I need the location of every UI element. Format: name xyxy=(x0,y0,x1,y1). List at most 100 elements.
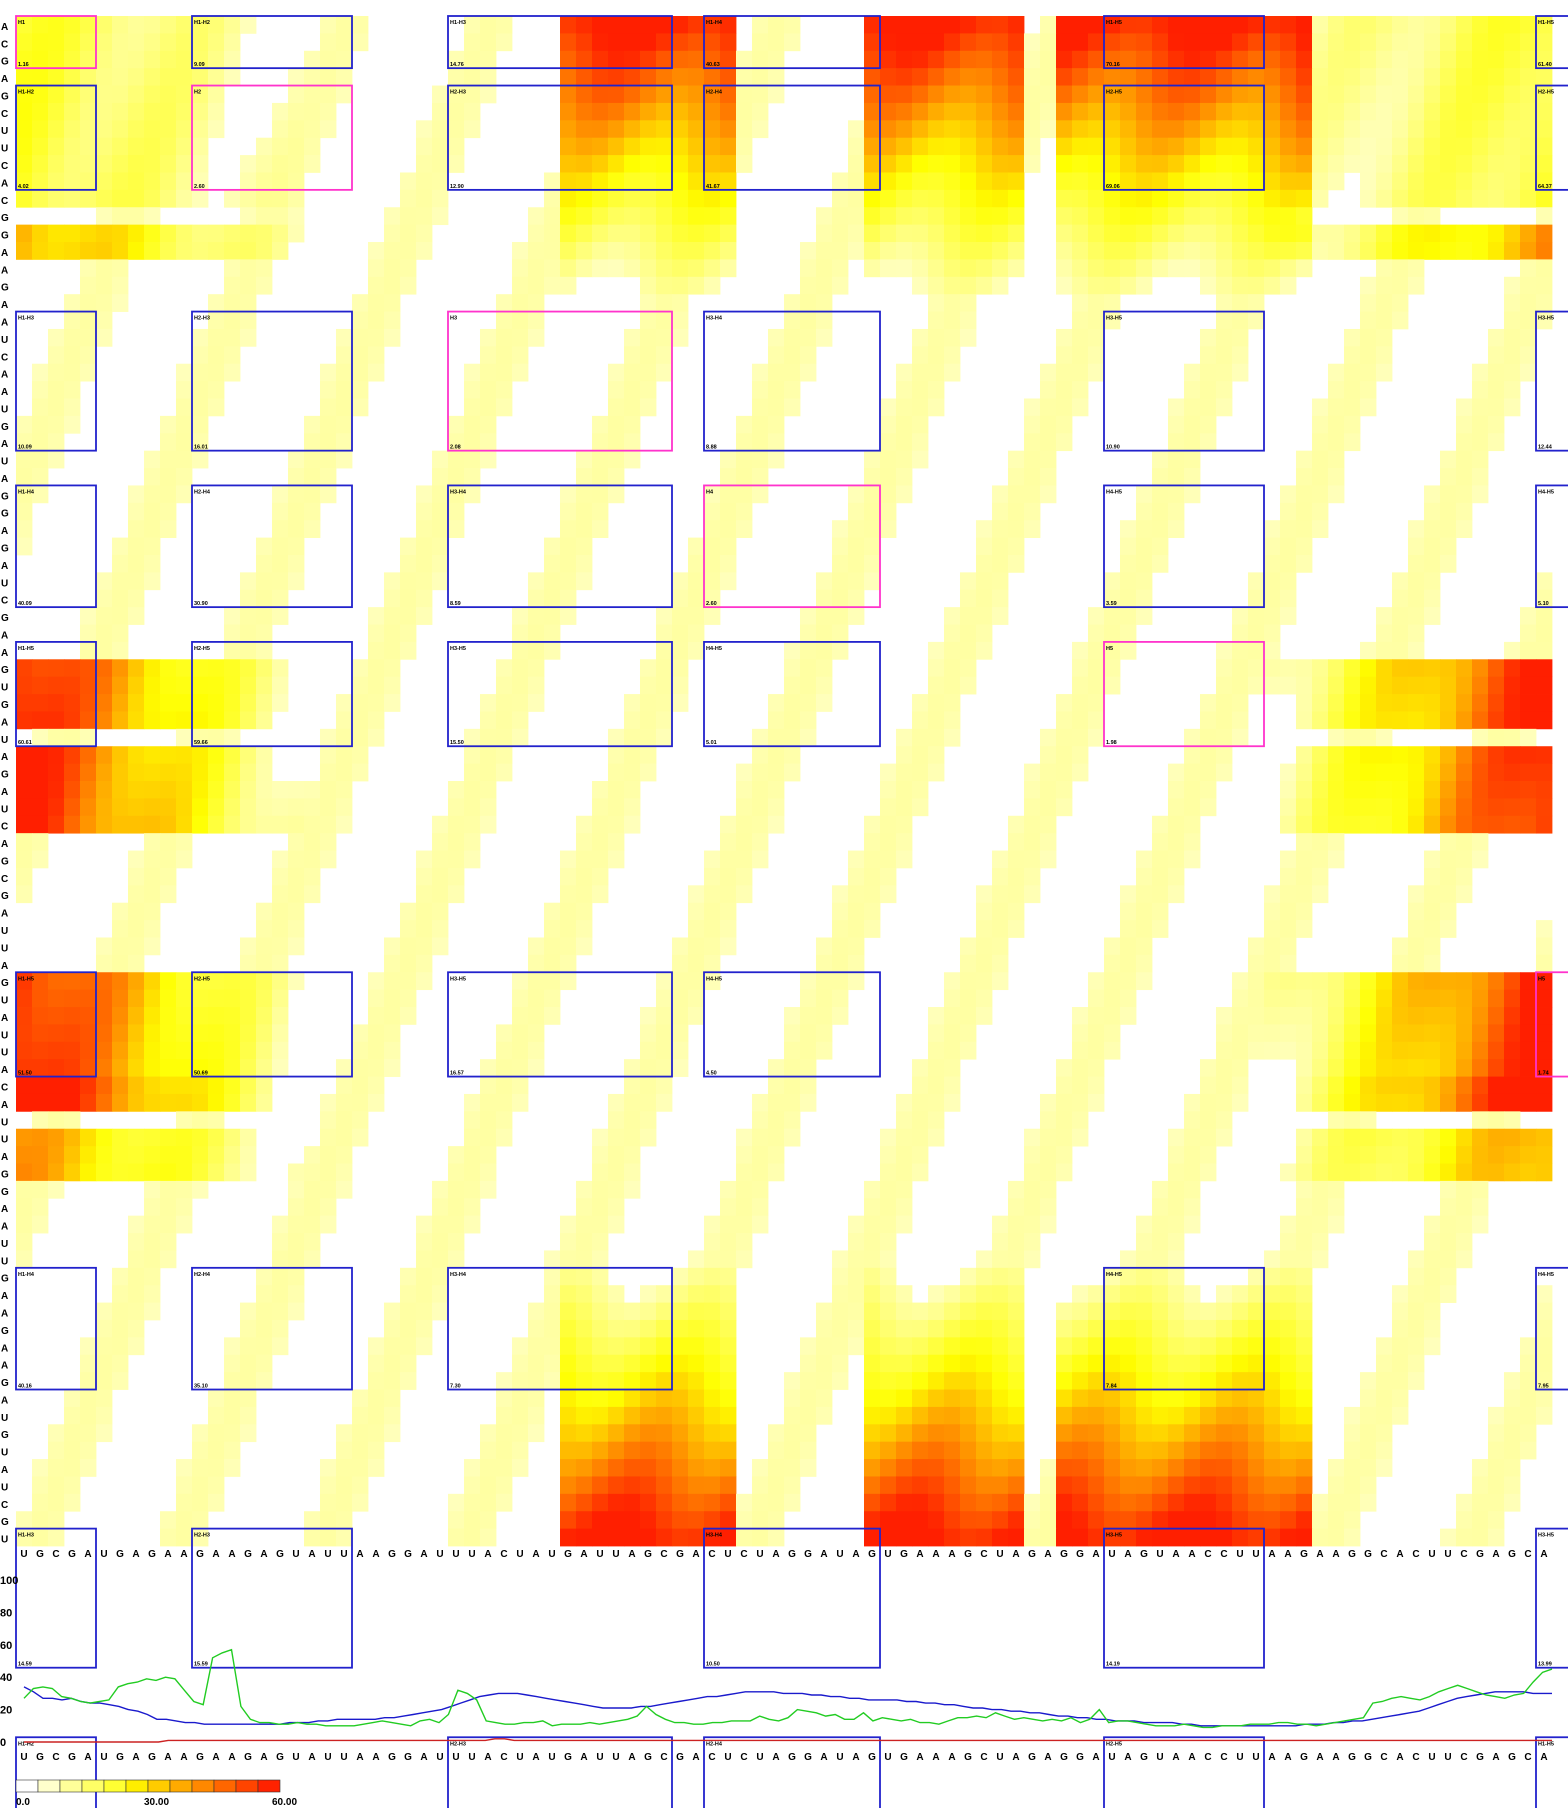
heat-cell xyxy=(624,138,640,156)
heat-cell xyxy=(240,590,256,608)
heat-cell xyxy=(992,242,1008,260)
heat-cell xyxy=(224,694,240,712)
heat-cell xyxy=(1040,416,1056,434)
heat-cell xyxy=(1136,1303,1152,1321)
heat-cell xyxy=(1424,659,1440,677)
heat-cell xyxy=(1344,764,1360,782)
heat-cell xyxy=(1440,1059,1456,1077)
heat-cell xyxy=(768,1459,784,1477)
heat-cell xyxy=(1232,729,1248,747)
heat-cell xyxy=(96,798,112,816)
heat-cell xyxy=(976,259,992,277)
heat-cell xyxy=(576,1268,592,1286)
heat-cell xyxy=(944,711,960,729)
heat-cell xyxy=(160,1094,176,1112)
heat-cell xyxy=(720,485,736,503)
heat-cell xyxy=(528,659,544,677)
heat-cell xyxy=(352,364,368,382)
heat-cell xyxy=(384,1424,400,1442)
heat-cell xyxy=(112,86,128,104)
heat-cell xyxy=(128,711,144,729)
heat-cell xyxy=(1296,764,1312,782)
heat-cell xyxy=(1072,1111,1088,1129)
heat-cell xyxy=(928,1042,944,1060)
heat-cell xyxy=(1280,572,1296,590)
heat-cell xyxy=(1056,729,1072,747)
heat-cell xyxy=(928,242,944,260)
heat-cell xyxy=(656,16,672,34)
heat-cell xyxy=(1120,937,1136,955)
heat-cell xyxy=(368,659,384,677)
heat-cell xyxy=(192,1007,208,1025)
heat-cell xyxy=(80,746,96,764)
heat-cell xyxy=(768,1094,784,1112)
heat-cell xyxy=(1424,851,1440,869)
heat-cell xyxy=(144,1181,160,1199)
heat-cell xyxy=(448,1216,464,1234)
heat-cell xyxy=(1296,225,1312,243)
helix-block-label: H3 xyxy=(450,316,457,322)
heat-cell xyxy=(1104,1303,1120,1321)
heat-cell xyxy=(1328,138,1344,156)
heat-cell xyxy=(880,1390,896,1408)
heat-cell xyxy=(320,86,336,104)
heat-cell xyxy=(512,1372,528,1390)
heat-cell xyxy=(256,1059,272,1077)
heat-cell xyxy=(224,259,240,277)
heat-cell xyxy=(1088,1007,1104,1025)
heat-cell xyxy=(704,138,720,156)
heat-cell xyxy=(960,172,976,190)
heat-cell xyxy=(1216,1007,1232,1025)
column-sequence-letter: U xyxy=(884,1549,891,1560)
heat-cell xyxy=(880,451,896,469)
heat-cell xyxy=(32,1129,48,1147)
heat-cell xyxy=(592,207,608,225)
heat-cell xyxy=(576,1442,592,1460)
heat-cell xyxy=(768,364,784,382)
heat-cell xyxy=(624,1181,640,1199)
heat-cell xyxy=(1168,781,1184,799)
heat-cell xyxy=(1248,990,1264,1008)
heat-cell xyxy=(1136,277,1152,295)
heat-cell xyxy=(896,1442,912,1460)
column-sequence-letter: G xyxy=(68,1549,76,1560)
heat-cell xyxy=(80,798,96,816)
heat-cell xyxy=(80,86,96,104)
heat-cell xyxy=(688,1372,704,1390)
heat-cell xyxy=(96,1059,112,1077)
heat-cell xyxy=(736,816,752,834)
heat-cell xyxy=(928,381,944,399)
heat-cell xyxy=(400,1337,416,1355)
heat-cell xyxy=(656,138,672,156)
heat-cell xyxy=(960,590,976,608)
heat-cell xyxy=(144,1216,160,1234)
heat-cell xyxy=(144,972,160,990)
heat-cell xyxy=(128,1337,144,1355)
heat-cell xyxy=(1344,1494,1360,1512)
heat-cell xyxy=(1424,225,1440,243)
heat-cell xyxy=(384,677,400,695)
helix-block-border xyxy=(1536,1737,1568,1808)
heat-cell xyxy=(688,538,704,556)
heat-cell xyxy=(32,16,48,34)
heat-cell xyxy=(96,694,112,712)
heat-cell xyxy=(1136,1407,1152,1425)
heat-cell xyxy=(1264,1320,1280,1338)
heat-cell xyxy=(128,520,144,538)
column-sequence-letter: U xyxy=(324,1549,331,1560)
heat-cell xyxy=(176,485,192,503)
heat-cell xyxy=(800,1042,816,1060)
heat-cell xyxy=(944,33,960,51)
heat-cell xyxy=(1136,868,1152,886)
heat-cell xyxy=(480,399,496,417)
heat-cell xyxy=(160,468,176,486)
heat-cell xyxy=(1312,468,1328,486)
heat-cell xyxy=(400,1285,416,1303)
heat-cell xyxy=(1216,746,1232,764)
heat-cell xyxy=(1424,920,1440,938)
heat-cell xyxy=(1168,1424,1184,1442)
heat-cell xyxy=(928,1285,944,1303)
heat-cell xyxy=(944,207,960,225)
heat-cell xyxy=(1504,138,1520,156)
